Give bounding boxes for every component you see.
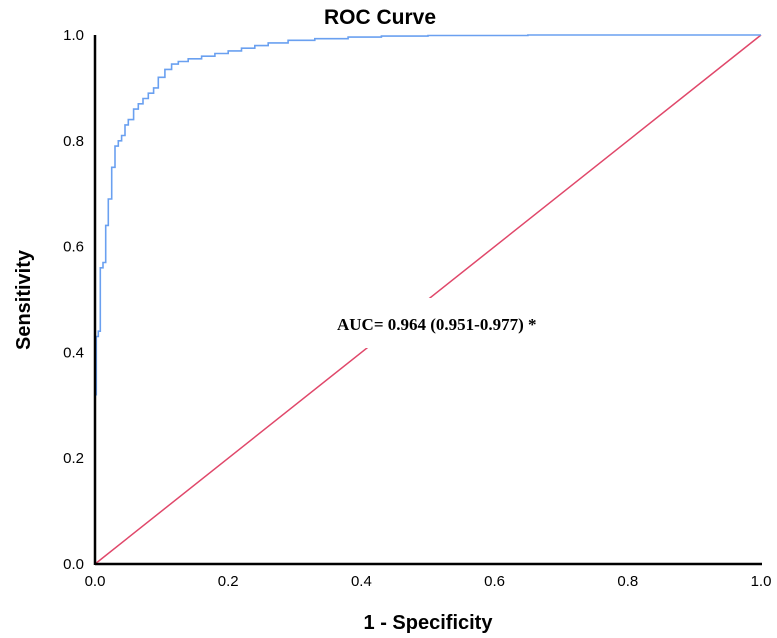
x-tick-label: 0.4 [351, 573, 372, 590]
x-tick-label: 0.6 [484, 573, 505, 590]
chart-title: ROC Curve [324, 6, 436, 29]
y-tick-label: 0.4 [63, 344, 84, 361]
auc-annotation: AUC= 0.964 (0.951-0.977) * [337, 315, 537, 334]
x-tick-label: 0.2 [218, 573, 239, 590]
x-axis-label: 1 - Specificity [364, 612, 494, 634]
tick-labels: 0.0 0.2 0.4 0.6 0.8 1.0 0.0 0.2 0.4 0.6 0.8 1.0 [63, 27, 771, 590]
y-tick-label: 1.0 [63, 27, 84, 44]
x-tick-label: 0.8 [617, 573, 638, 590]
x-tick-label: 1.0 [751, 573, 772, 590]
y-tick-label: 0.6 [63, 239, 84, 256]
y-tick-label: 0.0 [63, 556, 84, 573]
roc-curve [94, 34, 761, 564]
y-tick-label: 0.8 [63, 133, 84, 150]
x-tick-label: 0.0 [85, 573, 106, 590]
annotation-background [337, 298, 599, 348]
y-tick-label: 0.2 [63, 450, 84, 467]
y-axis-label: Sensitivity [13, 249, 35, 350]
